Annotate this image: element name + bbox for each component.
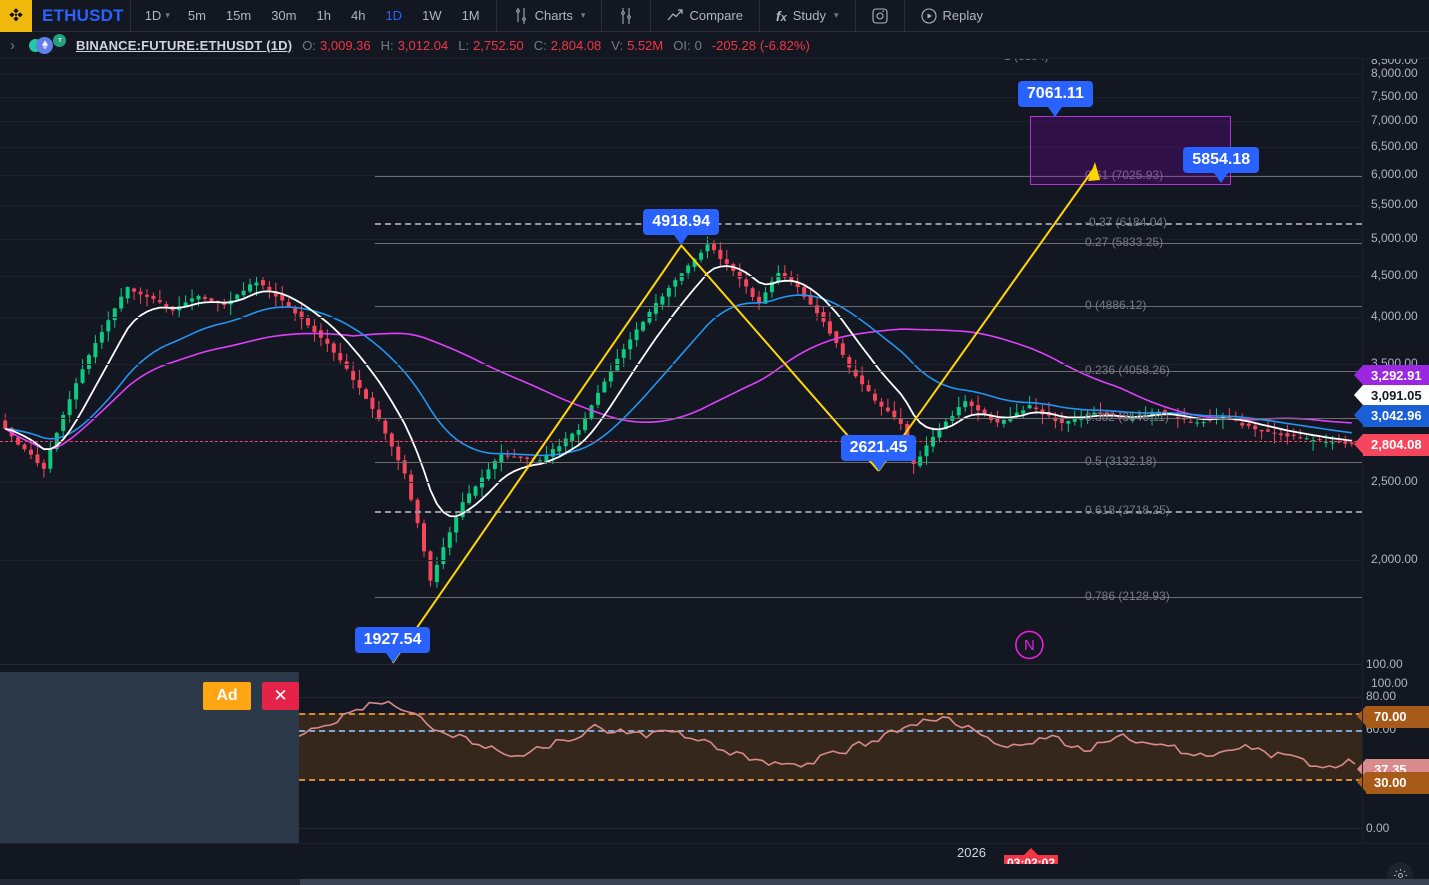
- svg-text:T: T: [58, 38, 62, 44]
- svg-text:N: N: [1024, 637, 1035, 654]
